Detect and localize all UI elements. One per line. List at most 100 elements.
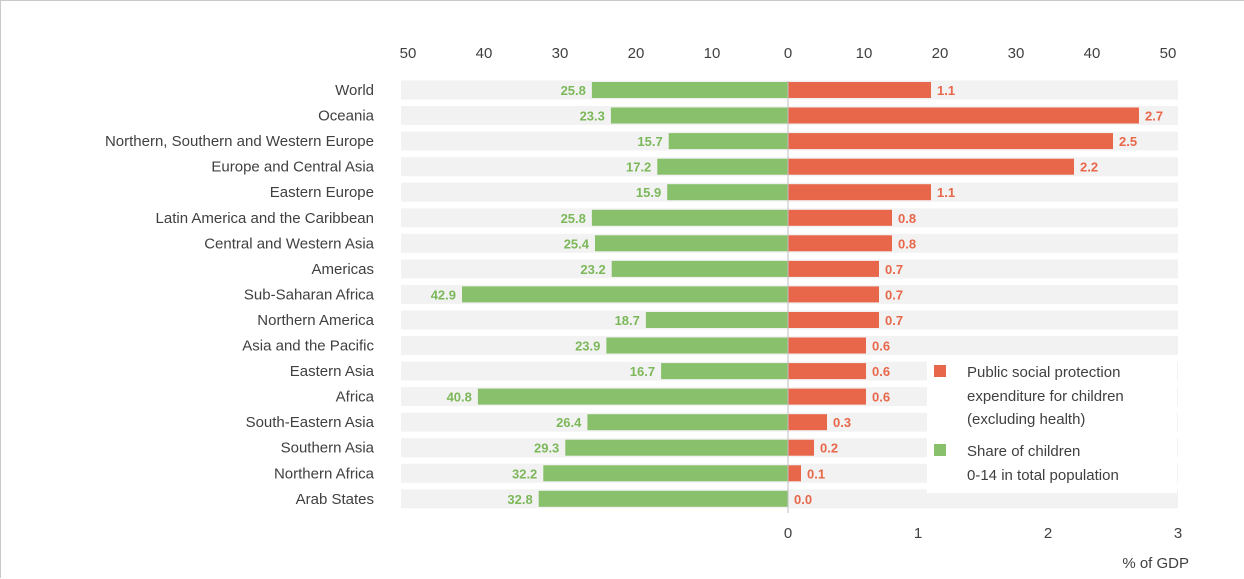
green-bar-world bbox=[591, 82, 788, 98]
green-value-label-oceania: 23.3 bbox=[580, 109, 605, 124]
top-tick-right-20: 20 bbox=[932, 45, 949, 62]
red-bar-asia-and-the-pacific bbox=[788, 337, 866, 354]
red-value-label-central-and-western-asia: 0.8 bbox=[898, 236, 916, 251]
green-bar-central-and-western-asia bbox=[595, 235, 788, 252]
red-value-label-northern-africa: 0.1 bbox=[807, 466, 825, 481]
top-axis-ticks: 50 40 30 20 10 0 10 20 30 40 50 bbox=[400, 45, 1177, 62]
green-value-label-northern-america: 18.7 bbox=[615, 313, 640, 328]
category-label-asia-and-the-pacific: Asia and the Pacific bbox=[242, 338, 374, 355]
top-tick-left-40: 40 bbox=[476, 45, 493, 62]
red-bar-africa bbox=[788, 388, 866, 405]
red-bars bbox=[788, 82, 1139, 482]
green-bar-asia-and-the-pacific bbox=[606, 337, 788, 354]
legend-children-line-1: Share of children bbox=[967, 443, 1080, 460]
green-bar-latin-america-and-the-caribbean bbox=[591, 209, 788, 226]
red-value-label-asia-and-the-pacific: 0.6 bbox=[872, 339, 890, 354]
top-tick-right-10: 10 bbox=[856, 45, 873, 62]
legend-expenditure-line-2: expenditure for children bbox=[967, 388, 1124, 405]
red-bar-southern-asia bbox=[788, 439, 814, 456]
green-bar-northern-africa bbox=[543, 465, 788, 482]
green-value-label-world: 25.8 bbox=[561, 83, 586, 98]
category-label-africa: Africa bbox=[336, 389, 375, 406]
category-label-sub-saharan-africa: Sub-Saharan Africa bbox=[244, 286, 375, 303]
red-value-label-eastern-asia: 0.6 bbox=[872, 364, 890, 379]
green-value-label-arab-states: 32.8 bbox=[507, 492, 532, 507]
green-bar-eastern-europe bbox=[667, 184, 788, 201]
category-label-world: World bbox=[335, 82, 374, 99]
red-value-label-northern-america: 0.7 bbox=[885, 313, 903, 328]
red-value-label-latin-america-and-the-caribbean: 0.8 bbox=[898, 211, 916, 226]
green-bar-sub-saharan-africa bbox=[462, 286, 788, 303]
top-tick-left-10: 10 bbox=[704, 45, 721, 62]
red-value-label-sub-saharan-africa: 0.7 bbox=[885, 287, 903, 302]
green-value-label-south-eastern-asia: 26.4 bbox=[556, 415, 582, 430]
red-value-label-southern-asia: 0.2 bbox=[820, 441, 838, 456]
green-bar-south-eastern-asia bbox=[587, 414, 788, 431]
red-bar-eastern-europe bbox=[788, 184, 931, 201]
legend-expenditure-line-3: (excluding health) bbox=[967, 411, 1085, 428]
top-tick-left-30: 30 bbox=[552, 45, 569, 62]
red-bar-central-and-western-asia bbox=[788, 235, 892, 252]
red-bar-northern-southern-and-western-europe bbox=[788, 133, 1113, 150]
red-bar-south-eastern-asia bbox=[788, 414, 827, 431]
red-bar-world bbox=[788, 82, 931, 98]
green-bar-europe-and-central-asia bbox=[657, 158, 788, 175]
legend-children-line-2: 0-14 in total population bbox=[967, 467, 1119, 484]
red-value-label-eastern-europe: 1.1 bbox=[937, 185, 955, 200]
top-tick-right-50: 50 bbox=[1160, 45, 1177, 62]
green-value-label-eastern-europe: 15.9 bbox=[636, 185, 661, 200]
red-value-label-arab-states: 0.0 bbox=[794, 492, 812, 507]
green-value-label-latin-america-and-the-caribbean: 25.8 bbox=[561, 211, 586, 226]
bottom-tick-2: 2 bbox=[1044, 525, 1052, 542]
green-value-label-central-and-western-asia: 25.4 bbox=[564, 236, 590, 251]
green-value-label-northern-southern-and-western-europe: 15.7 bbox=[637, 134, 662, 149]
green-value-labels: 25.8 23.3 15.7 17.2 15.9 25.8 25.4 23.2 42.9 18.7… bbox=[431, 83, 663, 507]
legend-swatch-children bbox=[934, 444, 946, 456]
red-bar-eastern-asia bbox=[788, 363, 866, 380]
red-value-label-europe-and-central-asia: 2.2 bbox=[1080, 160, 1098, 175]
category-label-south-eastern-asia: South-Eastern Asia bbox=[246, 414, 375, 431]
top-tick-left-20: 20 bbox=[628, 45, 645, 62]
green-bar-northern-southern-and-western-europe bbox=[668, 133, 788, 150]
red-value-label-south-eastern-asia: 0.3 bbox=[833, 415, 851, 430]
green-value-label-asia-and-the-pacific: 23.9 bbox=[575, 339, 600, 354]
red-bar-sub-saharan-africa bbox=[788, 286, 879, 303]
red-bar-europe-and-central-asia bbox=[788, 158, 1074, 175]
green-value-label-europe-and-central-asia: 17.2 bbox=[626, 160, 651, 175]
green-bar-arab-states bbox=[538, 490, 788, 507]
category-label-northern-africa: Northern Africa bbox=[274, 465, 375, 482]
red-value-label-americas: 0.7 bbox=[885, 262, 903, 277]
red-bar-northern-america bbox=[788, 312, 879, 328]
red-value-label-africa: 0.6 bbox=[872, 390, 890, 405]
green-value-label-eastern-asia: 16.7 bbox=[630, 364, 655, 379]
green-bar-oceania bbox=[610, 107, 788, 124]
green-bar-eastern-asia bbox=[661, 363, 788, 380]
red-value-label-oceania: 2.7 bbox=[1145, 109, 1163, 124]
red-bar-oceania bbox=[788, 107, 1139, 124]
green-value-label-northern-africa: 32.2 bbox=[512, 466, 537, 481]
bottom-axis-ticks: 0 1 2 3 bbox=[784, 525, 1182, 542]
category-label-americas: Americas bbox=[311, 261, 374, 278]
category-labels: World Oceania Northern, Southern and Weste… bbox=[105, 82, 375, 508]
legend-swatch-expenditure bbox=[934, 365, 946, 377]
bottom-tick-3: 3 bbox=[1174, 525, 1182, 542]
category-label-eastern-europe: Eastern Europe bbox=[270, 184, 374, 201]
category-label-northern-southern-and-western-europe: Northern, Southern and Western Europe bbox=[105, 133, 374, 150]
top-tick-right-0: 0 bbox=[784, 45, 792, 62]
green-bar-southern-asia bbox=[565, 439, 788, 456]
category-label-central-and-western-asia: Central and Western Asia bbox=[204, 235, 374, 252]
bottom-tick-0: 0 bbox=[784, 525, 792, 542]
red-value-label-northern-southern-and-western-europe: 2.5 bbox=[1119, 134, 1137, 149]
red-value-label-world: 1.1 bbox=[937, 83, 955, 98]
green-bar-northern-america bbox=[645, 312, 788, 328]
green-value-label-southern-asia: 29.3 bbox=[534, 441, 559, 456]
red-bar-americas bbox=[788, 260, 879, 277]
green-bar-americas bbox=[611, 260, 788, 277]
legend-expenditure-line-1: Public social protection bbox=[967, 364, 1120, 381]
category-label-arab-states: Arab States bbox=[296, 491, 374, 508]
green-value-label-africa: 40.8 bbox=[447, 390, 472, 405]
red-bar-latin-america-and-the-caribbean bbox=[788, 209, 892, 226]
green-value-label-sub-saharan-africa: 42.9 bbox=[431, 287, 456, 302]
